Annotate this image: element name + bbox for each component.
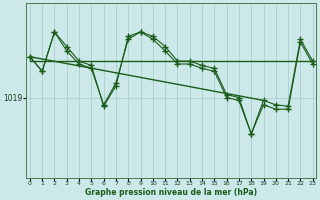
X-axis label: Graphe pression niveau de la mer (hPa): Graphe pression niveau de la mer (hPa) xyxy=(85,188,257,197)
